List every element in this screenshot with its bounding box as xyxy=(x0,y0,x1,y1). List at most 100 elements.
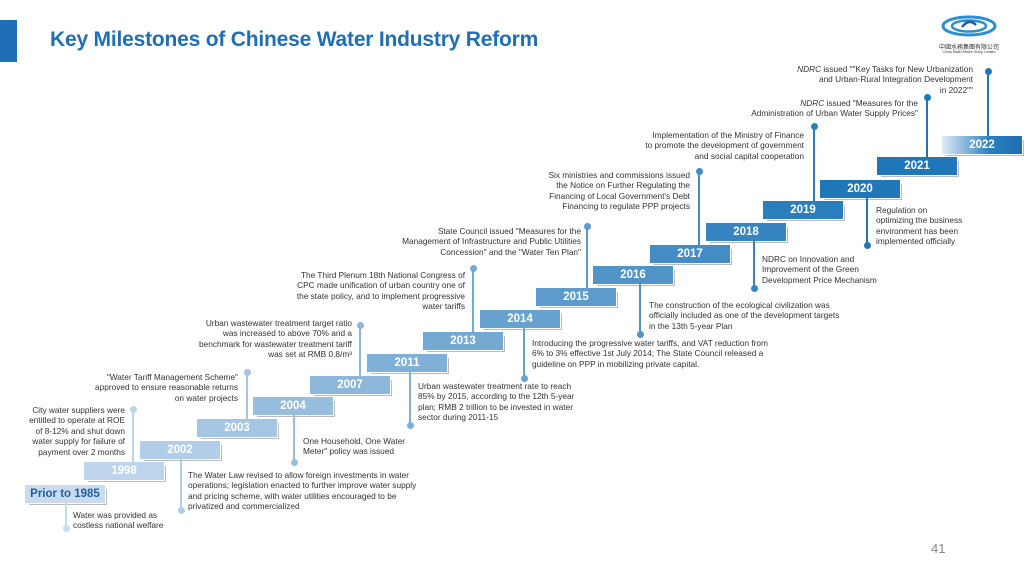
note-line: guideline on PPP in mobilizing private c… xyxy=(532,358,700,369)
note-line: water supply for failure of xyxy=(32,436,125,447)
note-line-row: CPC made unification of urban country on… xyxy=(297,280,465,290)
year-box-2015: 2015 xyxy=(536,288,616,306)
note-line-row: NDRC issued "Measures for the xyxy=(751,98,918,108)
connector-dot-icon xyxy=(129,405,137,413)
connector-line xyxy=(180,459,182,510)
note-line-row: The Third Plenum 18th National Congress … xyxy=(297,270,465,280)
note-line-row: was increased to above 70% and a xyxy=(199,328,352,338)
note-line: One Household, One Water xyxy=(303,436,406,446)
milestone-note: NDRC issued ""Key Tasks for New Urbaniza… xyxy=(797,64,973,95)
note-line-row: environment has been xyxy=(876,226,962,236)
note-line-row: costless national welfare xyxy=(73,520,163,530)
milestone-note: The construction of the ecological civil… xyxy=(649,300,839,331)
connector-dot-icon xyxy=(356,321,364,329)
connector-line xyxy=(987,71,989,136)
year-box-2019: 2019 xyxy=(763,201,843,219)
connector-dot-icon xyxy=(243,368,251,376)
note-line-row: to promote the development of government xyxy=(645,140,804,150)
note-line: optimizing the business xyxy=(876,215,963,226)
note-line: State Council issued "Measures for the xyxy=(437,226,581,236)
note-line: Urban wastewater treatment target ratio xyxy=(205,318,352,328)
note-prefix: NDRC xyxy=(800,98,825,108)
connector-line xyxy=(65,503,67,528)
note-line: implemented officially xyxy=(876,236,956,247)
connector-line xyxy=(639,284,641,334)
note-line-row: NDRC issued ""Key Tasks for New Urbaniza… xyxy=(797,64,973,74)
connector-dot-icon xyxy=(469,264,477,272)
note-line: officially included as one of the develo… xyxy=(649,310,840,321)
milestone-note: "Water Tariff Management Scheme" approved… xyxy=(95,372,238,403)
year-box-1998: 1998 xyxy=(84,462,164,480)
note-line-row: sector during 2011-15 xyxy=(418,412,574,422)
connector-line xyxy=(246,372,248,419)
note-prefix: NDRC xyxy=(797,64,822,74)
note-line: Financing to regulate PPP projects xyxy=(562,201,690,212)
note-line: approved to ensure reasonable returns xyxy=(95,382,238,393)
milestone-note: One Household, One Water Meter" policy wa… xyxy=(303,436,405,457)
milestone-note: Six ministries and commissions issued the… xyxy=(548,170,690,212)
connector-dot-icon xyxy=(984,67,992,75)
note-line: entitled to operate at ROE xyxy=(29,415,125,426)
connector-line xyxy=(293,415,295,462)
milestone-note: Introducing the progressive water tariff… xyxy=(532,338,768,369)
year-box-2013: 2013 xyxy=(423,332,503,350)
note-line-row: the Notice on Further Regulating the xyxy=(548,180,690,190)
note-line: environment has been xyxy=(876,225,959,236)
note-line-row: The Water Law revised to allow foreign i… xyxy=(188,470,416,480)
note-line: Regulation on xyxy=(876,205,928,215)
year-box-2011: 2011 xyxy=(367,354,447,372)
connector-dot-icon xyxy=(750,284,758,292)
page-number: 41 xyxy=(931,541,946,556)
note-line-row: Concession" and the "Water Ten Plan" xyxy=(402,247,581,257)
milestone-note: Regulation on optimizing the business envi… xyxy=(876,205,962,247)
note-line-row: payment over 2 months xyxy=(29,447,125,457)
note-line-row: entitled to operate at ROE xyxy=(29,415,125,425)
note-line: and Urban-Rural Integration Development xyxy=(818,74,973,85)
year-box-2007: 2007 xyxy=(310,376,390,394)
note-line-row: in 2022"" xyxy=(797,85,973,95)
connector-line xyxy=(359,325,361,376)
connector-dot-icon xyxy=(62,524,70,532)
note-line-row: Meter" policy was issued xyxy=(303,446,405,456)
note-line: 6% to 3% effective 1st July 2014; The St… xyxy=(532,348,764,359)
note-line-row: and Urban-Rural Integration Development xyxy=(797,74,973,84)
connector-line xyxy=(523,328,525,378)
note-line: in the 13th 5-year Plan xyxy=(649,320,733,331)
connector-line xyxy=(586,226,588,288)
note-line-row: Management of Infrastructure and Public … xyxy=(402,236,581,246)
connector-dot-icon xyxy=(695,167,703,175)
milestone-note: The Water Law revised to allow foreign i… xyxy=(188,470,416,512)
milestone-note: Urban wastewater treatment target ratio w… xyxy=(199,318,352,360)
note-line: plan; RMB 2 trillion to be invested in w… xyxy=(418,401,573,412)
note-line-row: NDRC on Innovation and xyxy=(762,254,877,264)
note-line: on water projects xyxy=(174,392,238,403)
note-line-row: Regulation on xyxy=(876,205,962,215)
note-line-row: guideline on PPP in mobilizing private c… xyxy=(532,359,768,369)
note-line: Urban wastewater treatment rate to reach xyxy=(418,381,572,391)
note-line: Implementation of the Ministry of Financ… xyxy=(652,130,804,140)
water-drop-logo-icon xyxy=(941,15,997,37)
connector-line xyxy=(753,241,755,288)
note-line: Administration of Urban Water Supply Pri… xyxy=(751,108,918,119)
note-line-row: Urban wastewater treatment rate to reach xyxy=(418,381,574,391)
milestone-note: Urban wastewater treatment rate to reach… xyxy=(418,381,574,423)
note-line-row: officially included as one of the develo… xyxy=(649,310,839,320)
year-box-2003: 2003 xyxy=(197,419,277,437)
note-line: The construction of the ecological civil… xyxy=(649,300,830,310)
note-line: Introducing the progressive water tariff… xyxy=(532,338,768,348)
note-line: in 2022"" xyxy=(939,84,973,95)
note-line-row: of 8-12% and shut down xyxy=(29,426,125,436)
year-box-2022: 2022 xyxy=(942,136,1022,154)
year-box-2004: 2004 xyxy=(253,397,333,415)
milestone-note: NDRC issued "Measures for the Administrat… xyxy=(751,98,918,119)
year-box-2017: 2017 xyxy=(650,245,730,263)
note-line-row: approved to ensure reasonable returns xyxy=(95,382,238,392)
milestone-note: State Council issued "Measures for the Ma… xyxy=(402,226,581,257)
note-line-row: Administration of Urban Water Supply Pri… xyxy=(751,108,918,118)
note-line: and pricing scheme, with water utilities… xyxy=(188,490,397,501)
note-line: the state policy, and to implement progr… xyxy=(296,290,465,301)
note-line-row: Financing to regulate PPP projects xyxy=(548,201,690,211)
page-title: Key Milestones of Chinese Water Industry… xyxy=(50,28,539,51)
year-box-2021: 2021 xyxy=(877,157,957,175)
note-line: issued ""Key Tasks for New Urbanization xyxy=(821,64,973,74)
